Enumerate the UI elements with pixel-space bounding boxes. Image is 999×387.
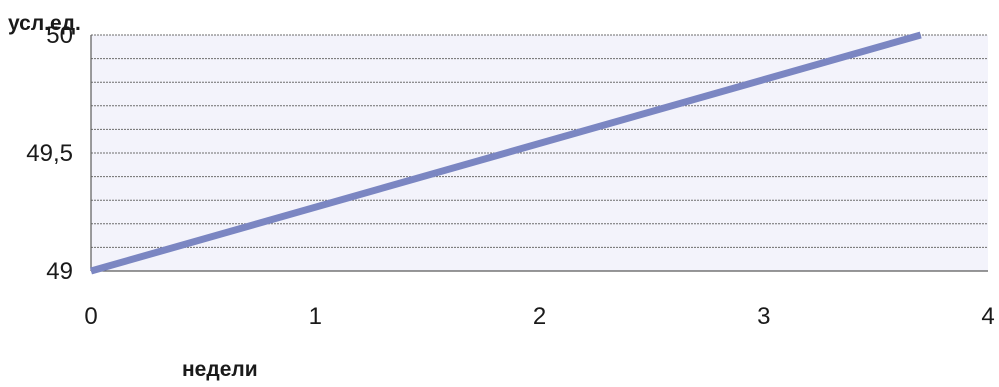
y-tick-label: 49,5 [26,140,73,167]
x-tick-label: 0 [84,303,97,330]
y-tick-labels: 49 49,5 50 [26,22,73,285]
x-tick-label: 2 [533,303,546,330]
y-tick-label: 50 [46,22,73,49]
x-axis-title: недели [182,358,258,381]
x-tick-labels: 0 1 2 3 4 [84,303,994,330]
y-axis-title: усл.ед. [8,12,81,35]
series-layer [90,31,922,275]
y-tick-label: 49 [46,258,73,285]
x-tick-label: 3 [757,303,770,330]
x-tick-label: 4 [981,303,994,330]
x-tick-label: 1 [309,303,322,330]
series-line [90,31,922,275]
